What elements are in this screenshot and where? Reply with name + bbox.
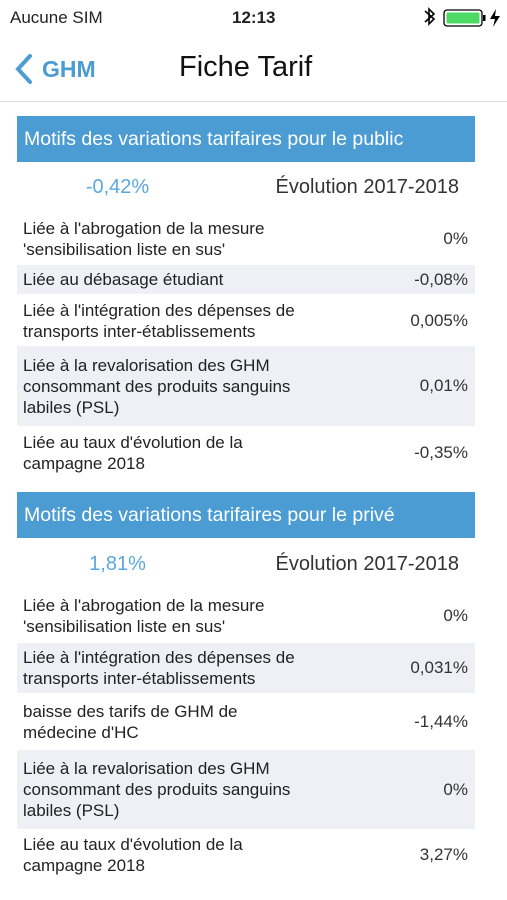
table-row[interactable]: Liée à l'intégration des dépenses de tran…: [17, 643, 475, 693]
label-line: 'sensibilisation liste en sus': [23, 617, 226, 636]
label-line: Liée à l'intégration des dépenses de: [23, 648, 295, 667]
label-line: labiles (PSL): [23, 397, 120, 417]
label-line: Liée au taux d'évolution de la: [23, 433, 243, 452]
section-period: Évolution 2017-2018: [275, 553, 459, 575]
row-value: -0,08%: [414, 269, 468, 289]
table-row[interactable]: Liée à la revalorisation des GHM consomma…: [17, 750, 475, 829]
table-row[interactable]: Liée à l'abrogation de la mesure 'sensibi…: [17, 215, 475, 263]
row-value: 0,031%: [410, 658, 468, 677]
nav-bar: GHM Fiche Tarif: [0, 36, 507, 102]
carrier: Aucune SIM: [10, 8, 103, 27]
label-line: Liée à l'abrogation de la mesure: [23, 596, 265, 615]
row-label: Liée au débasage étudiant: [23, 269, 223, 290]
table-row[interactable]: Liée au taux d'évolution de la campagne 2…: [17, 830, 475, 880]
table-row[interactable]: Liée au taux d'évolution de la campagne 2…: [17, 428, 475, 478]
row-label: baisse des tarifs de GHM de médecine d'HC: [23, 701, 237, 743]
label-line: Liée à la revalorisation des GHM: [23, 759, 270, 778]
row-label: Liée à l'intégration des dépenses de tran…: [23, 300, 295, 342]
table-row[interactable]: Liée au débasage étudiant -0,08%: [17, 265, 475, 294]
label-line: médecine d'HC: [23, 723, 139, 742]
label-line: Liée à l'abrogation de la mesure: [23, 219, 265, 238]
label-line: transports inter-établissements: [23, 322, 256, 341]
section-header: Motifs des variations tarifaires pour le…: [17, 116, 475, 162]
row-label: Liée à l'abrogation de la mesure 'sensibi…: [23, 218, 264, 260]
label-line: Liée au débasage étudiant: [23, 270, 224, 289]
table-row[interactable]: Liée à l'abrogation de la mesure 'sensibi…: [17, 591, 475, 641]
back-chevron[interactable]: [14, 53, 34, 85]
row-value: 0%: [443, 229, 468, 248]
row-value: 0%: [443, 606, 468, 625]
row-value: 0%: [443, 779, 468, 799]
label-line: campagne 2018: [23, 454, 145, 473]
row-value: -0,35%: [414, 443, 468, 462]
row-value: 3,27%: [419, 845, 468, 864]
table-row[interactable]: baisse des tarifs de GHM de médecine d'HC…: [17, 697, 475, 747]
row-label: Liée à l'abrogation de la mesure 'sensibi…: [23, 595, 264, 637]
row-value: 0,005%: [410, 311, 468, 330]
label-line: Liée au taux d'évolution de la: [23, 835, 243, 854]
section-period: Évolution 2017-2018: [275, 176, 459, 198]
row-value: -1,44%: [414, 712, 468, 731]
label-line: baisse des tarifs de GHM de: [23, 702, 238, 721]
label-line: 'sensibilisation liste en sus': [23, 240, 226, 259]
label-line: Liée à l'intégration des dépenses de: [23, 301, 295, 320]
row-value: 0,01%: [419, 376, 468, 395]
table-row[interactable]: Liée à l'intégration des dépenses de tran…: [17, 296, 475, 346]
status-bar: Aucune SIM 12:13: [0, 0, 507, 36]
section-header: Motifs des variations tarifaires pour le…: [17, 492, 475, 538]
row-label: Liée à la revalorisation des GHM consomma…: [23, 355, 290, 418]
time: 12:13: [232, 8, 276, 27]
back-button[interactable]: GHM: [42, 56, 96, 82]
label-line: labiles (PSL): [23, 801, 120, 820]
section-total: -0,42%: [85, 176, 150, 198]
label-line: consommant des produits sanguins: [23, 376, 291, 396]
section-total: 1,81%: [89, 553, 146, 575]
row-label: Liée au taux d'évolution de la campagne 2…: [23, 834, 243, 876]
row-label: Liée à l'intégration des dépenses de tran…: [23, 647, 295, 689]
status-icons: [424, 7, 500, 27]
table-row[interactable]: Liée à la revalorisation des GHM consomma…: [17, 346, 475, 426]
label-line: consommant des produits sanguins: [23, 780, 291, 799]
row-label: Liée au taux d'évolution de la campagne 2…: [23, 432, 243, 474]
label-line: Liée à la revalorisation des GHM: [23, 355, 270, 375]
nav-title: Fiche Tarif: [179, 51, 313, 83]
row-label: Liée à la revalorisation des GHM consomma…: [23, 758, 290, 821]
label-line: transports inter-établissements: [23, 669, 256, 688]
label-line: campagne 2018: [23, 856, 145, 875]
